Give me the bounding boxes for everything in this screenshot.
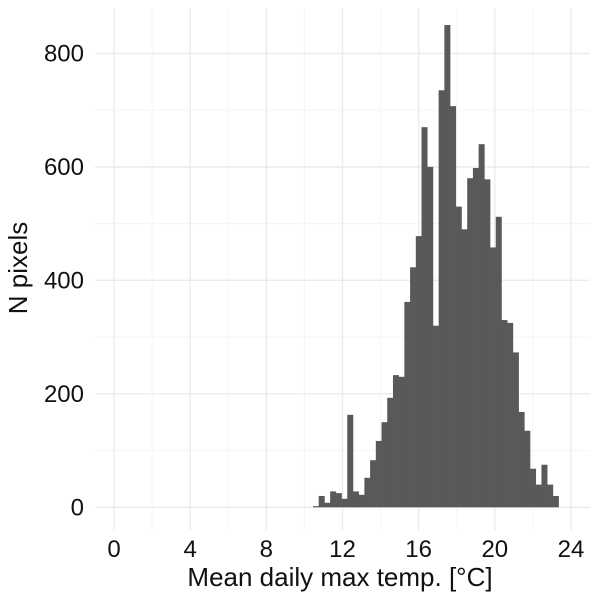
histogram-bar bbox=[461, 229, 468, 508]
histogram-bar bbox=[501, 320, 508, 508]
x-tick-label: 12 bbox=[329, 536, 356, 563]
histogram-bar bbox=[381, 422, 388, 508]
histogram-bar bbox=[392, 375, 399, 508]
histogram-bar bbox=[467, 178, 474, 508]
histogram-bar bbox=[472, 168, 479, 508]
histogram-bar bbox=[552, 495, 559, 508]
histogram-bar bbox=[438, 90, 445, 508]
histogram-bar bbox=[358, 494, 365, 508]
histogram-bar bbox=[432, 325, 439, 508]
histogram-bar bbox=[444, 25, 451, 508]
x-axis-tick-labels: 0 4 8 12 16 20 24 bbox=[107, 536, 584, 563]
histogram-bar bbox=[318, 495, 325, 508]
histogram-bars bbox=[312, 25, 559, 508]
x-tick-label: 16 bbox=[405, 536, 432, 563]
histogram-bar bbox=[410, 267, 417, 508]
y-tick-label: 800 bbox=[44, 40, 84, 67]
histogram-bar bbox=[455, 206, 462, 508]
histogram-bar bbox=[335, 493, 342, 508]
x-tick-label: 0 bbox=[107, 536, 120, 563]
histogram-bar bbox=[370, 460, 377, 508]
histogram-bar bbox=[324, 502, 331, 508]
histogram-bar bbox=[530, 468, 537, 508]
histogram-bar bbox=[507, 322, 514, 508]
histogram-bar bbox=[450, 106, 457, 508]
histogram-bar bbox=[347, 414, 354, 508]
histogram-bar bbox=[312, 506, 320, 508]
histogram-bar bbox=[352, 491, 359, 508]
histogram-bar bbox=[364, 477, 371, 508]
y-tick-label: 600 bbox=[44, 154, 84, 181]
histogram-bar bbox=[427, 166, 434, 508]
histogram-bar bbox=[518, 411, 525, 508]
histogram-bar bbox=[415, 236, 422, 508]
x-tick-label: 20 bbox=[481, 536, 508, 563]
y-axis-title: N pixels bbox=[3, 222, 33, 314]
histogram-bar bbox=[535, 484, 542, 508]
histogram-bar bbox=[490, 247, 497, 508]
y-axis-tick-labels: 0 200 400 600 800 bbox=[44, 40, 84, 521]
histogram-bar bbox=[421, 127, 428, 508]
histogram-bar bbox=[387, 397, 394, 508]
histogram-bar bbox=[478, 144, 485, 508]
histogram-bar bbox=[404, 301, 411, 508]
y-tick-label: 0 bbox=[71, 494, 84, 521]
histogram-bar bbox=[330, 491, 337, 508]
x-tick-label: 24 bbox=[558, 536, 585, 563]
histogram-bar bbox=[341, 498, 348, 508]
x-tick-label: 8 bbox=[260, 536, 273, 563]
histogram-bar bbox=[512, 352, 519, 508]
histogram-bar bbox=[541, 464, 548, 508]
x-axis-title: Mean daily max temp. [°C] bbox=[187, 562, 492, 592]
x-tick-label: 4 bbox=[184, 536, 197, 563]
histogram-bar bbox=[398, 376, 405, 508]
y-tick-label: 200 bbox=[44, 381, 84, 408]
histogram-bar bbox=[375, 440, 382, 508]
histogram-bar bbox=[484, 179, 491, 508]
histogram-bar bbox=[524, 430, 531, 508]
y-tick-label: 400 bbox=[44, 267, 84, 294]
histogram-bar bbox=[547, 484, 554, 508]
histogram-bar bbox=[495, 216, 502, 508]
